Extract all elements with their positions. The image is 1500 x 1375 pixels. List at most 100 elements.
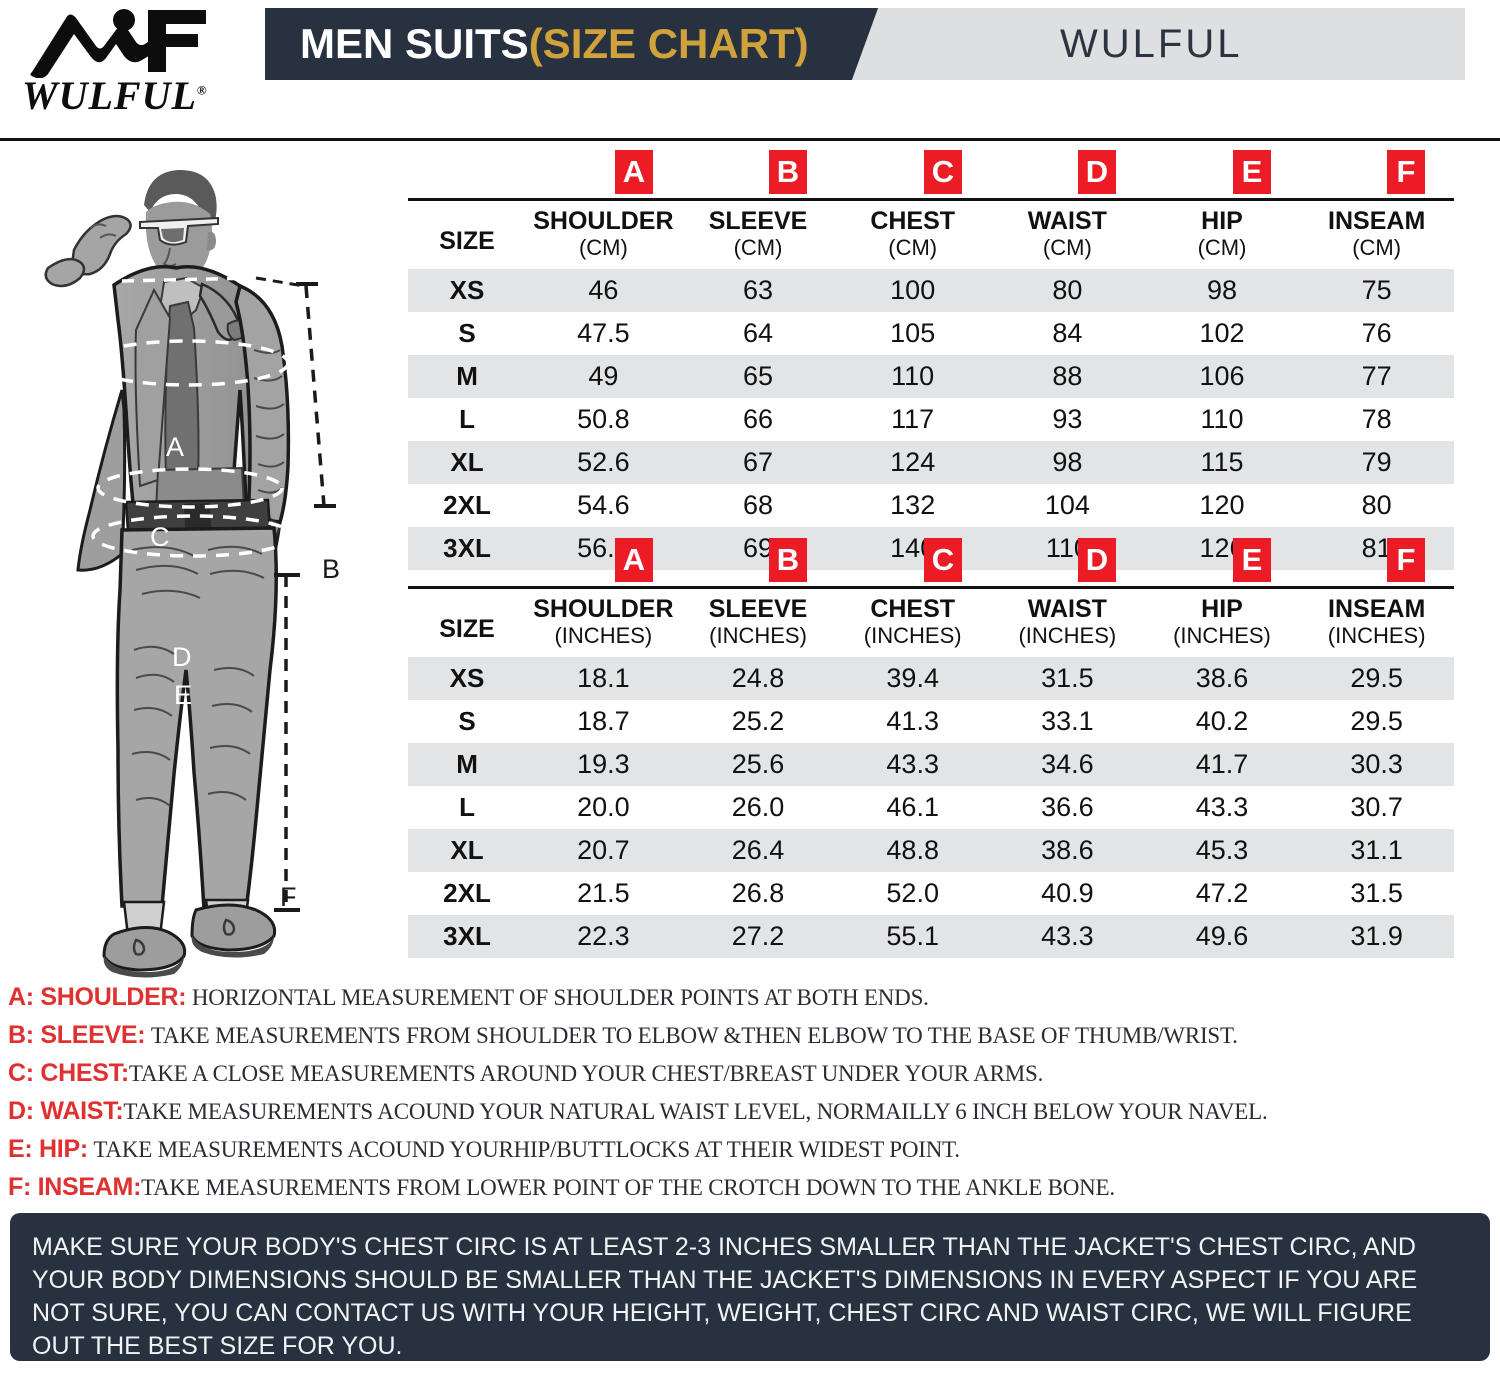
cell-inseam: 76	[1361, 318, 1392, 349]
col-label: HIP	[1201, 595, 1243, 623]
cell-shoulder: 19.3	[526, 743, 681, 787]
cell-size: L	[459, 792, 475, 823]
table-header-row-inches: SIZE SHOULDER (INCHES) SLEEVE (INCHES) CHE…	[408, 589, 1454, 657]
cell-hip: 115	[1144, 441, 1300, 485]
cell-sleeve: 25.2	[731, 706, 785, 737]
cell-hip: 38.6	[1144, 657, 1300, 701]
badge-a-cm: A	[615, 150, 653, 194]
cell-chest: 100	[835, 269, 991, 313]
note-label: E: HIP:	[8, 1135, 88, 1163]
cell-size: XL	[408, 829, 527, 873]
figure-marker-c: C	[150, 522, 170, 552]
cell-size: S	[458, 318, 476, 349]
col-unit: (CM)	[1042, 235, 1092, 261]
cell-shoulder: 20.7	[526, 829, 681, 873]
note-text: TAKE A CLOSE MEASUREMENTS AROUND YOUR CH…	[128, 1061, 1044, 1086]
cell-waist: 84	[1052, 318, 1083, 349]
col-unit: (CM)	[733, 235, 783, 261]
cell-hip: 47.2	[1195, 878, 1249, 909]
table-body-inches: XS 18.1 24.8 39.4 31.5 38.6 29.5 S 18.7 25.2 41.3…	[408, 657, 1454, 959]
cell-size: 2XL	[443, 878, 491, 909]
cell-chest: 132	[890, 490, 936, 521]
badge-b-cm: B	[769, 150, 807, 194]
table-top-rule-inches	[408, 586, 1454, 589]
col-label: HIP	[1201, 207, 1243, 235]
cell-shoulder: 49	[526, 355, 681, 399]
cell-chest: 55.1	[835, 915, 991, 959]
col-header-hip-inches: HIP (INCHES)	[1145, 589, 1300, 657]
cell-hip: 41.7	[1144, 743, 1300, 787]
cell-waist: 34.6	[990, 743, 1145, 787]
cell-inseam: 29.5	[1350, 706, 1403, 737]
table-row: 2XL 54.6 68 132 104 120 80	[408, 484, 1454, 527]
col-unit: (INCHES)	[554, 623, 653, 649]
cell-waist: 80	[990, 269, 1145, 313]
header-divider	[0, 138, 1500, 141]
note-label: A: SHOULDER:	[8, 983, 187, 1011]
cell-inseam: 31.1	[1299, 829, 1454, 873]
figure-marker-b: B	[322, 554, 341, 584]
page-title-main: MEN SUITS	[300, 20, 529, 67]
badge-c-inches: C	[924, 538, 962, 582]
cell-hip: 102	[1199, 318, 1245, 349]
cell-sleeve: 68	[743, 490, 774, 521]
col-label: SHOULDER	[533, 595, 674, 623]
cell-chest: 110	[835, 355, 991, 399]
measurement-instructions: A: SHOULDER: HORIZONTAL MEASUREMENT OF S…	[8, 978, 1492, 1206]
badge-c-cm: C	[924, 150, 962, 194]
cell-chest: 117	[891, 404, 935, 435]
col-header-shoulder-cm: SHOULDER (CM)	[526, 201, 681, 269]
cell-chest: 105	[890, 318, 936, 349]
cell-shoulder: 52.6	[526, 441, 681, 485]
table-row: XL 20.7 26.4 48.8 38.6 45.3 31.1	[408, 829, 1454, 873]
col-unit: (INCHES)	[709, 623, 807, 649]
registered-mark-icon: ®	[196, 82, 208, 98]
col-unit: (INCHES)	[1018, 623, 1117, 649]
cell-hip: 49.6	[1144, 915, 1300, 959]
fit-advice-text: MAKE SURE YOUR BODY'S CHEST CIRC IS AT L…	[32, 1233, 1418, 1360]
cell-inseam: 75	[1299, 269, 1454, 313]
col-header-waist-cm: WAIST (CM)	[990, 201, 1145, 269]
badge-a-inches: A	[615, 538, 653, 582]
cell-waist: 98	[990, 441, 1145, 485]
cell-waist: 104	[1044, 490, 1090, 521]
table-body-cm: XS 46 63 100 80 98 75 S 47.5 64 105 84 102 76 M 49 65 1…	[408, 269, 1454, 571]
cell-sleeve: 26.4	[680, 829, 836, 873]
table-row: 2XL 21.5 26.8 52.0 40.9 47.2 31.5	[408, 872, 1454, 915]
cell-inseam: 79	[1299, 441, 1454, 485]
note-waist: D: WAIST:TAKE MEASUREMENTS ACOUND YOUR N…	[8, 1092, 1492, 1130]
table-row: S 18.7 25.2 41.3 33.1 40.2 29.5	[408, 700, 1454, 743]
cell-waist: 88	[990, 355, 1145, 399]
note-hip: E: HIP: TAKE MEASUREMENTS ACOUND YOURHIP…	[8, 1130, 1492, 1168]
measurement-figure: A B C D E F	[18, 150, 398, 980]
col-unit: (INCHES)	[863, 623, 962, 649]
page-header: WULFUL® MEN SUITS(SIZE CHART) WULFUL	[0, 0, 1500, 141]
cell-inseam: 30.3	[1299, 743, 1454, 787]
col-unit: (INCHES)	[1327, 623, 1426, 649]
table-row: L 20.0 26.0 46.1 36.6 43.3 30.7	[408, 786, 1454, 829]
col-header-inseam-inches: INSEAM (INCHES)	[1299, 589, 1454, 657]
table-header-row-cm: SIZE SHOULDER (CM) SLEEVE (CM) CHEST (CM) W…	[408, 201, 1454, 269]
cell-sleeve: 27.2	[680, 915, 836, 959]
note-sleeve: B: SLEEVE: TAKE MEASUREMENTS FROM SHOULD…	[8, 1016, 1492, 1054]
figure-marker-f: F	[280, 882, 297, 912]
table-row: XS 18.1 24.8 39.4 31.5 38.6 29.5	[408, 657, 1454, 701]
col-label: WAIST	[1027, 207, 1107, 235]
col-header-size-cm: SIZE	[439, 227, 495, 256]
col-label: CHEST	[870, 207, 956, 235]
cell-hip: 43.3	[1195, 792, 1249, 823]
table-row: XS 46 63 100 80 98 75	[408, 269, 1454, 313]
cell-shoulder: 47.5	[577, 318, 630, 349]
cell-size: 2XL	[443, 490, 491, 521]
badge-b-inches: B	[769, 538, 807, 582]
badge-f-cm: F	[1387, 150, 1425, 194]
cell-waist: 38.6	[990, 829, 1145, 873]
col-unit: (INCHES)	[1173, 623, 1271, 649]
cell-inseam: 81	[1299, 527, 1454, 571]
note-label: F: INSEAM:	[8, 1173, 142, 1201]
page-title-sub: (SIZE CHART)	[528, 20, 809, 67]
figure-marker-d: D	[172, 642, 192, 672]
cell-size: M	[408, 355, 527, 399]
cell-chest: 124	[835, 441, 991, 485]
cell-inseam: 31.9	[1299, 915, 1454, 959]
